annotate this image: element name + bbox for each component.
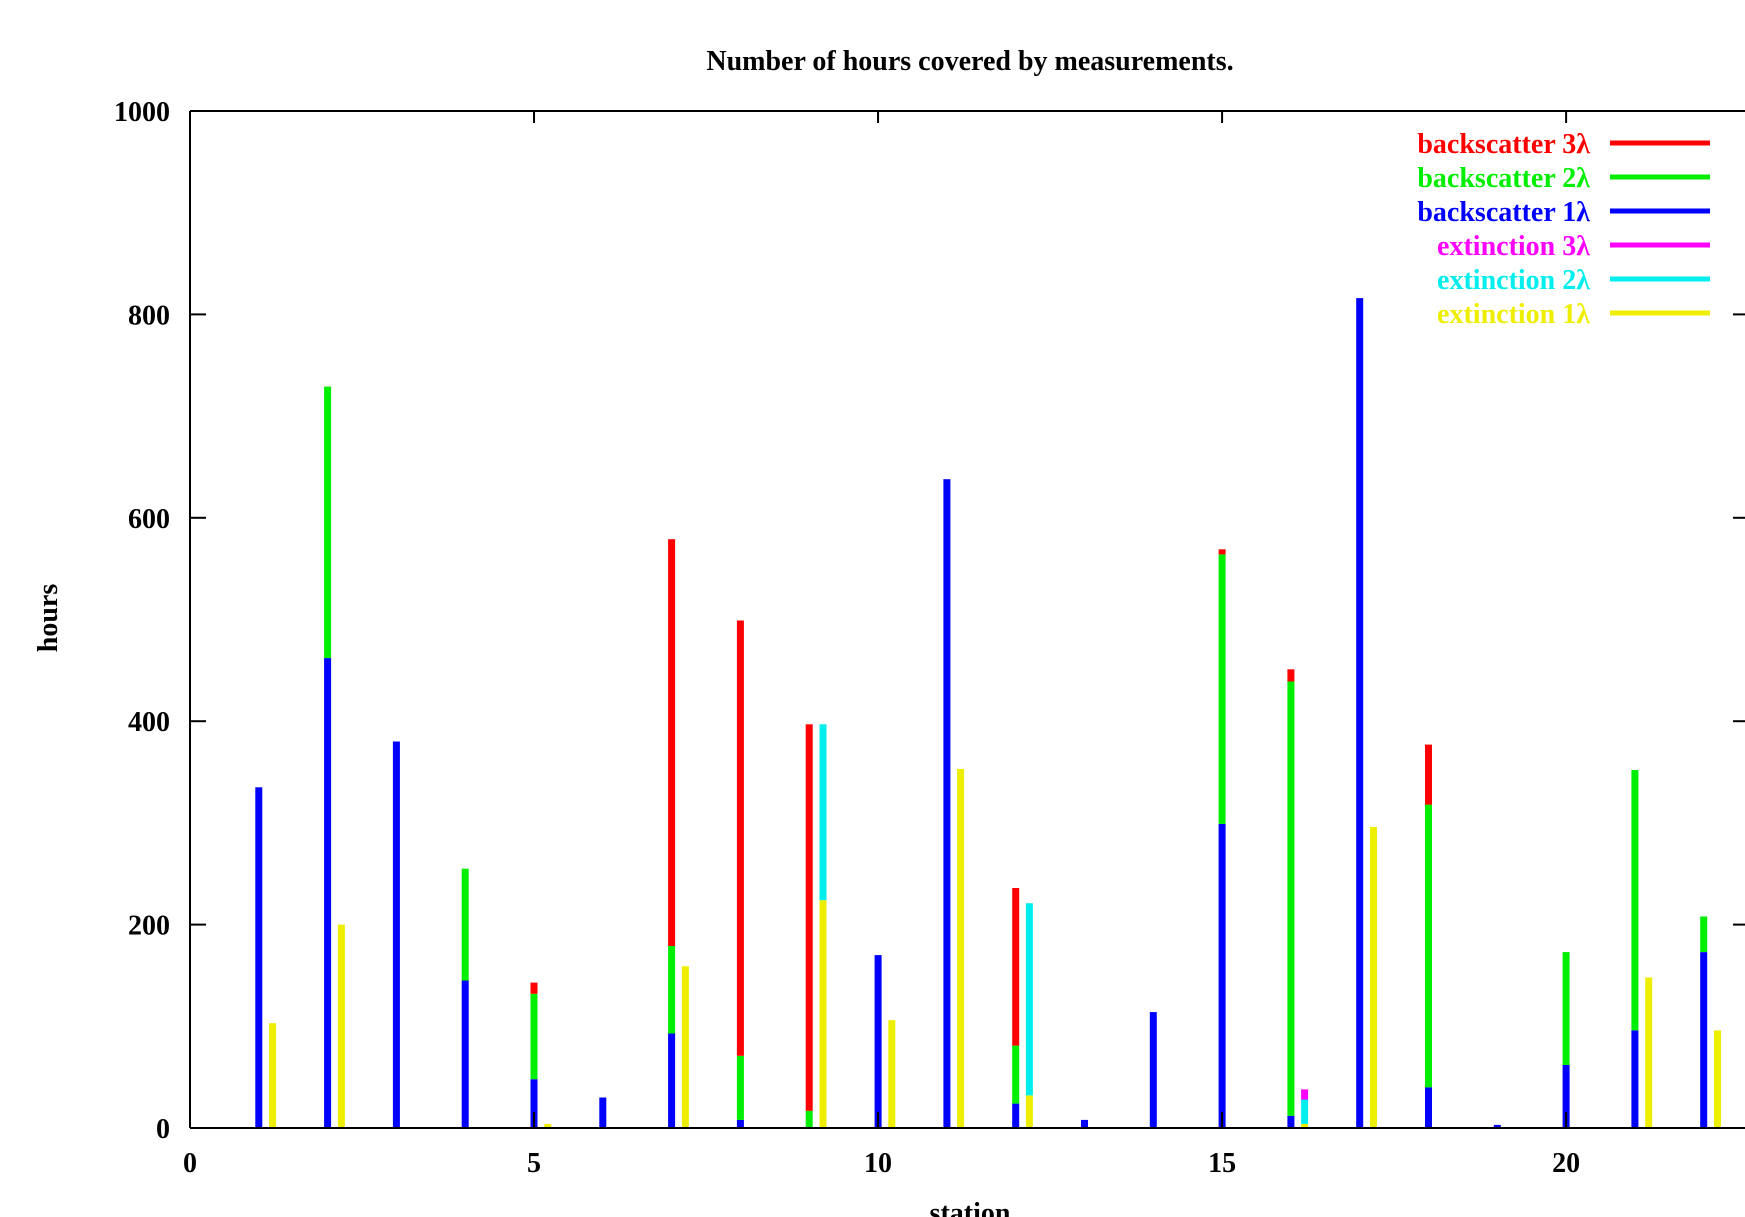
y-tick-label-0: 0	[156, 1114, 170, 1145]
bar-backscatter-1-station-19	[1493, 1124, 1501, 1128]
bar-backscatter-3-station-12	[1012, 888, 1020, 1046]
bar-backscatter-1-station-4	[461, 980, 469, 1128]
x-axis-label: station	[930, 1198, 1011, 1217]
bar-extinction-3-station-16	[1301, 1089, 1309, 1100]
bar-backscatter-1-station-13	[1081, 1119, 1088, 1128]
x-tick-label-15: 15	[1208, 1148, 1236, 1179]
bar-backscatter-2-station-9	[805, 1110, 813, 1128]
y-tick-label-600: 600	[128, 504, 170, 535]
bar-backscatter-2-station-5	[530, 993, 538, 1080]
bar-backscatter-1-station-16	[1287, 1115, 1295, 1128]
bar-extinction-1-station-16	[1301, 1123, 1309, 1128]
bar-backscatter-2-station-8	[736, 1055, 744, 1120]
bars-layer	[255, 298, 1721, 1129]
bar-backscatter-1-station-21	[1631, 1030, 1639, 1128]
legend-label-extinction-3: extinction 3λ	[1437, 231, 1590, 262]
bar-backscatter-3-station-5	[530, 982, 538, 994]
y-axis-label: hours	[33, 584, 64, 653]
bar-backscatter-2-station-7	[668, 946, 676, 1034]
bar-backscatter-1-station-5	[530, 1079, 538, 1128]
bar-extinction-1-station-10	[888, 1020, 896, 1128]
legend-label-backscatter-1: backscatter 1λ	[1417, 197, 1590, 228]
bar-backscatter-2-station-2	[324, 386, 332, 659]
legend-label-backscatter-2: backscatter 2λ	[1417, 163, 1590, 194]
bar-backscatter-1-station-11	[943, 479, 951, 1128]
legend-label-extinction-1: extinction 1λ	[1437, 299, 1590, 330]
bar-extinction-1-station-1	[269, 1023, 277, 1128]
y-tick-label-400: 400	[128, 707, 170, 738]
bar-extinction-1-station-12	[1025, 1095, 1033, 1128]
bar-backscatter-2-station-20	[1562, 952, 1570, 1065]
bar-backscatter-3-station-18	[1425, 744, 1432, 805]
chart-title: Number of hours covered by measurements.	[706, 46, 1233, 77]
bar-backscatter-2-station-18	[1425, 804, 1432, 1088]
bar-backscatter-3-station-15	[1218, 549, 1226, 555]
bar-backscatter-1-station-8	[736, 1119, 744, 1128]
bar-backscatter-1-station-20	[1562, 1064, 1570, 1128]
y-tick-label-800: 800	[128, 300, 170, 331]
bar-extinction-1-station-9	[819, 900, 827, 1128]
bar-extinction-1-station-5	[544, 1123, 552, 1128]
axes-layer: 0 200 400 600 800 1000 0 5 10 15 20	[114, 97, 1745, 1179]
x-tick-label-20: 20	[1552, 1148, 1580, 1179]
bar-extinction-1-station-7	[681, 966, 689, 1128]
bar-backscatter-2-station-15	[1218, 554, 1226, 824]
bar-backscatter-1-station-6	[599, 1097, 607, 1128]
y-tick-label-200: 200	[128, 911, 170, 942]
bar-backscatter-1-station-18	[1425, 1087, 1432, 1128]
bar-backscatter-2-station-4	[461, 868, 469, 981]
bar-backscatter-3-station-7	[668, 539, 676, 946]
bar-backscatter-1-station-15	[1218, 823, 1226, 1128]
bar-extinction-1-station-11	[957, 769, 965, 1128]
x-tick-label-5: 5	[527, 1148, 541, 1179]
bar-extinction-1-station-2	[337, 924, 345, 1128]
legend-label-extinction-2: extinction 2λ	[1437, 265, 1590, 296]
x-tick-label-10: 10	[864, 1148, 892, 1179]
bar-backscatter-1-station-14	[1149, 1012, 1157, 1128]
bar-extinction-1-station-22	[1714, 1030, 1721, 1128]
x-tick-label-0: 0	[183, 1148, 197, 1179]
y-tick-label-1000: 1000	[114, 97, 170, 128]
bar-backscatter-1-station-10	[874, 955, 882, 1128]
bar-backscatter-1-station-3	[392, 741, 400, 1128]
bar-backscatter-2-station-22	[1700, 916, 1708, 953]
bar-backscatter-3-station-16	[1287, 669, 1295, 682]
bar-backscatter-1-station-17	[1356, 298, 1364, 1129]
bar-backscatter-2-station-21	[1631, 770, 1639, 1031]
bar-backscatter-3-station-8	[736, 620, 744, 1056]
bar-backscatter-1-station-12	[1012, 1103, 1020, 1128]
bar-backscatter-2-station-16	[1287, 681, 1295, 1116]
bar-extinction-2-station-16	[1301, 1099, 1309, 1124]
bar-backscatter-1-station-1	[255, 787, 263, 1128]
bar-backscatter-1-station-7	[668, 1033, 676, 1128]
bar-extinction-1-station-17	[1370, 827, 1377, 1128]
bar-extinction-2-station-9	[819, 724, 827, 901]
bar-backscatter-1-station-2	[324, 658, 332, 1128]
bar-backscatter-3-station-9	[805, 724, 813, 1111]
bar-extinction-1-station-21	[1645, 977, 1653, 1128]
bar-backscatter-2-station-12	[1012, 1045, 1020, 1104]
bar-backscatter-1-station-22	[1700, 952, 1708, 1128]
legend-label-backscatter-3: backscatter 3λ	[1417, 129, 1590, 160]
bar-extinction-2-station-12	[1025, 903, 1033, 1096]
